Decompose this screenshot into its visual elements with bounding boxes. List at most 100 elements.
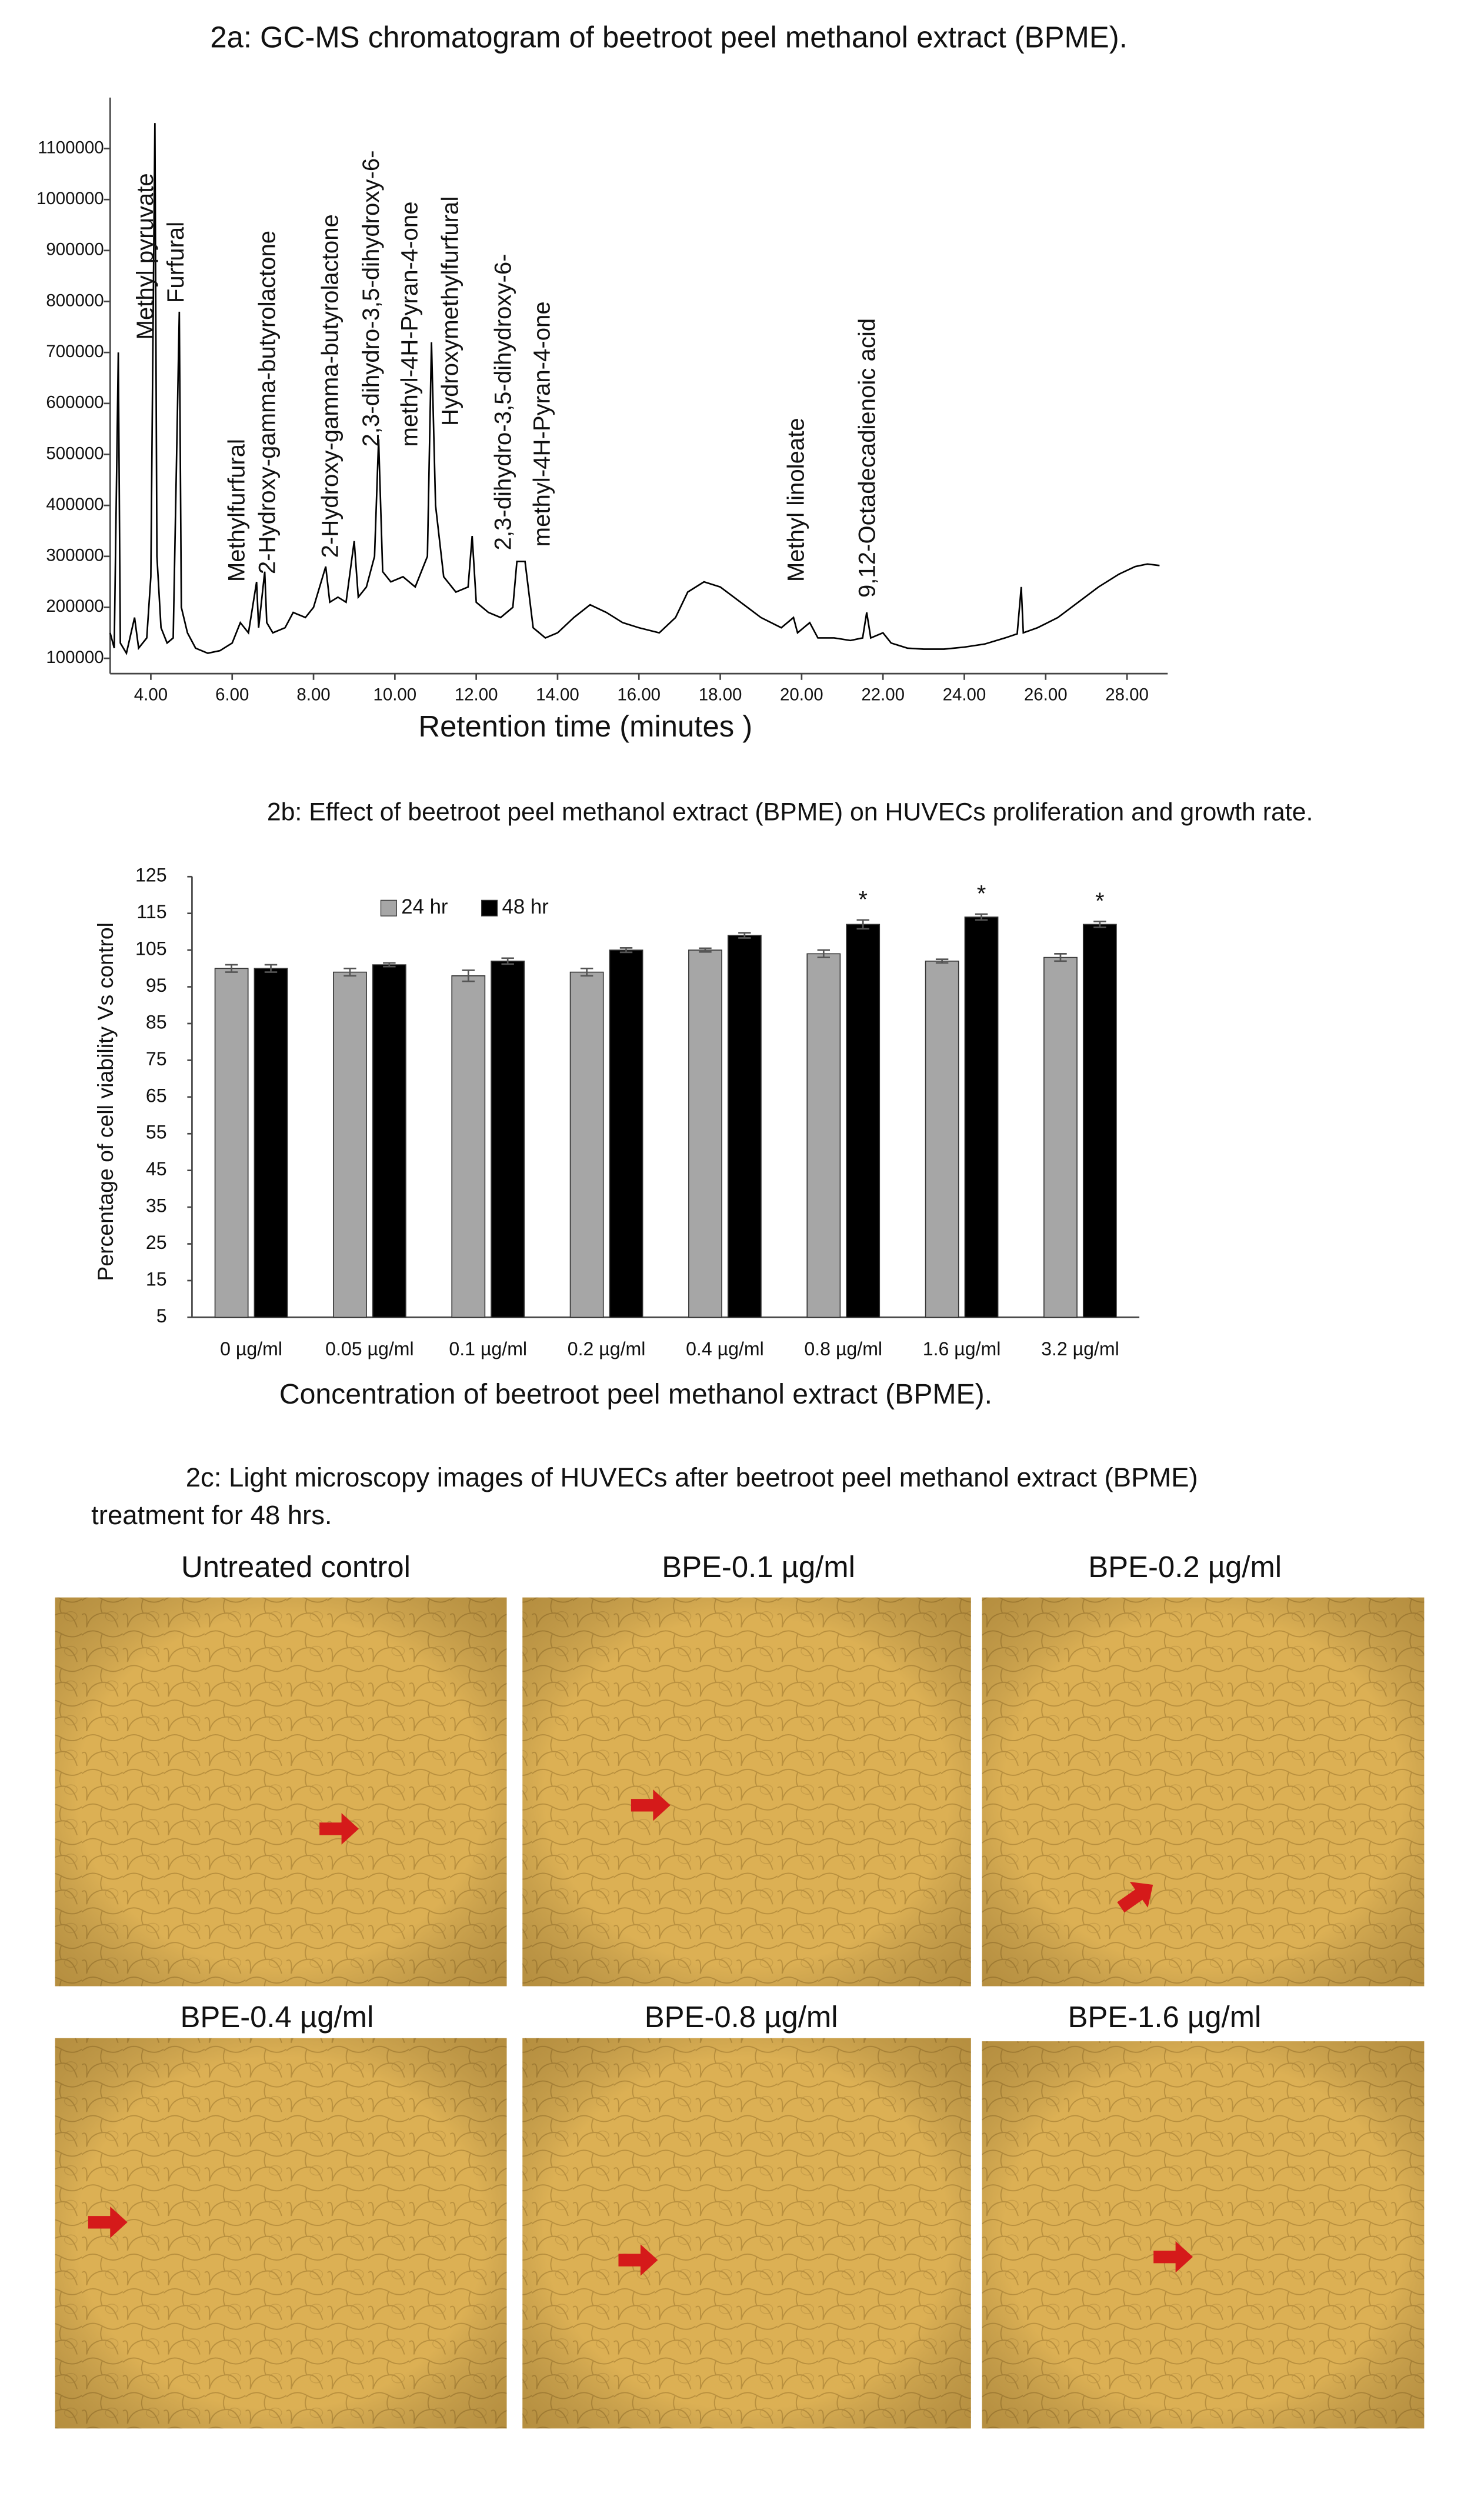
panel-title: 2c: Light microscopy images of HUVECs af… (186, 1462, 1198, 1492)
x-tick-label: 0.4 µg/ml (686, 1338, 764, 1359)
image-shading (55, 2038, 507, 2429)
bar (491, 961, 525, 1318)
y-tick-label: 45 (146, 1158, 167, 1179)
y-tick-label: 200000 (46, 596, 104, 616)
x-tick-label: 10.00 (373, 685, 417, 704)
x-tick-label: 3.2 µg/ml (1041, 1338, 1119, 1359)
error-bar (975, 913, 988, 921)
y-tick-label: 25 (146, 1232, 167, 1253)
y-tick-label: 115 (136, 901, 166, 922)
x-tick-label: 16.00 (617, 685, 661, 704)
error-bar (264, 964, 278, 973)
error-bar (935, 958, 949, 964)
x-axis-label: Retention time (minutes ) (418, 709, 752, 743)
chart-title: 2b: Effect of beetroot peel methanol ext… (267, 798, 1313, 826)
error-bar (738, 932, 751, 939)
x-tick-label: 0.1 µg/ml (449, 1338, 527, 1359)
image-shading (55, 1597, 507, 1987)
bar (688, 949, 722, 1318)
significance-label: * (858, 886, 868, 912)
peak-label: Methyl pyruvate (132, 173, 158, 339)
image-shading (982, 1597, 1425, 1987)
arrow (88, 2207, 128, 2238)
x-tick-label: 14.00 (536, 685, 579, 704)
error-bar (1093, 921, 1106, 928)
error-bar (699, 947, 712, 953)
y-tick-label: 1100000 (38, 138, 104, 157)
x-tick-label: 12.00 (455, 685, 498, 704)
x-tick-label: 20.00 (780, 685, 823, 704)
bar (1043, 956, 1078, 1318)
bar (964, 916, 999, 1318)
error-bar (856, 919, 869, 930)
significance-label: * (977, 880, 986, 906)
peak-label: methyl-4H-Pyran-4-one (528, 301, 555, 546)
bar (609, 949, 643, 1318)
arrow (618, 2244, 658, 2276)
bar (451, 975, 486, 1318)
error-bar (1054, 953, 1067, 962)
x-tick-label: 0 µg/ml (220, 1338, 282, 1359)
arrow (1153, 2241, 1193, 2273)
y-tick-label: 300000 (46, 546, 104, 565)
y-tick-label: 125 (135, 865, 167, 886)
panel-label: BPE-0.8 µg/ml (645, 2000, 838, 2034)
image-shading (522, 2038, 971, 2429)
arrow (1117, 1881, 1153, 1913)
arrow (631, 1789, 671, 1821)
peak-label: Methylfurfural (224, 439, 250, 582)
chart-title: 2a: GC-MS chromatogram of beetroot peel … (210, 20, 1127, 54)
image-shading (982, 2041, 1425, 2429)
y-tick-label: 400000 (46, 495, 104, 514)
error-bar (462, 969, 475, 982)
y-tick-label: 800000 (46, 291, 104, 310)
legend-label: 48 hr (502, 896, 548, 918)
legend-swatch (481, 899, 498, 916)
y-tick-label: 65 (146, 1085, 167, 1106)
bar (1082, 924, 1117, 1318)
panel-title: treatment for 48 hrs. (91, 1500, 332, 1530)
x-tick-label: 18.00 (699, 685, 742, 704)
error-bar (501, 957, 514, 965)
arrow (319, 1813, 359, 1845)
error-bar (225, 964, 238, 973)
y-tick-label: 600000 (46, 393, 104, 412)
y-tick-label: 1000000 (36, 189, 104, 208)
x-tick-label: 26.00 (1024, 685, 1068, 704)
peak-label: methyl-4H-Pyran-4-one (396, 201, 423, 446)
x-tick-label: 0.8 µg/ml (804, 1338, 882, 1359)
y-tick-label: 35 (146, 1195, 167, 1216)
y-tick-label: 15 (146, 1268, 167, 1289)
bar (569, 971, 604, 1318)
y-tick-label: 75 (146, 1048, 167, 1069)
bar (727, 935, 762, 1318)
x-tick-label: 22.00 (861, 685, 905, 704)
panel-label: BPE-0.2 µg/ml (1088, 1550, 1282, 1584)
y-tick-label: 700000 (46, 342, 104, 361)
error-bar (619, 947, 633, 954)
bar (806, 953, 841, 1318)
chromatogram-trace (109, 123, 1160, 655)
bar (925, 961, 959, 1318)
peak-label: Hydroxymethylfurfural (437, 196, 463, 426)
x-tick-label: 8.00 (296, 685, 330, 704)
peak-label: Furfural (162, 222, 189, 303)
x-tick-label: 28.00 (1105, 685, 1149, 704)
bar (254, 968, 288, 1318)
x-tick-label: 1.6 µg/ml (923, 1338, 1001, 1359)
y-tick-label: 500000 (46, 444, 104, 463)
y-tick-label: 100000 (46, 648, 104, 667)
legend-swatch (380, 899, 397, 916)
peak-label: Methyl linoleate (783, 418, 809, 582)
x-axis-label: Concentration of beetroot peel methanol … (279, 1378, 992, 1410)
significance-label: * (1095, 888, 1105, 914)
error-bar (344, 967, 356, 977)
y-tick-label: 105 (135, 938, 167, 959)
bar (214, 968, 249, 1318)
y-tick-label: 85 (146, 1011, 167, 1032)
y-tick-label: 55 (146, 1122, 167, 1143)
bar (333, 971, 367, 1318)
peak-label: 2,3-dihydro-3,5-dihydroxy-6- (358, 150, 384, 446)
peak-label: 2-Hydroxy-gamma-butyrolactone (317, 214, 344, 558)
